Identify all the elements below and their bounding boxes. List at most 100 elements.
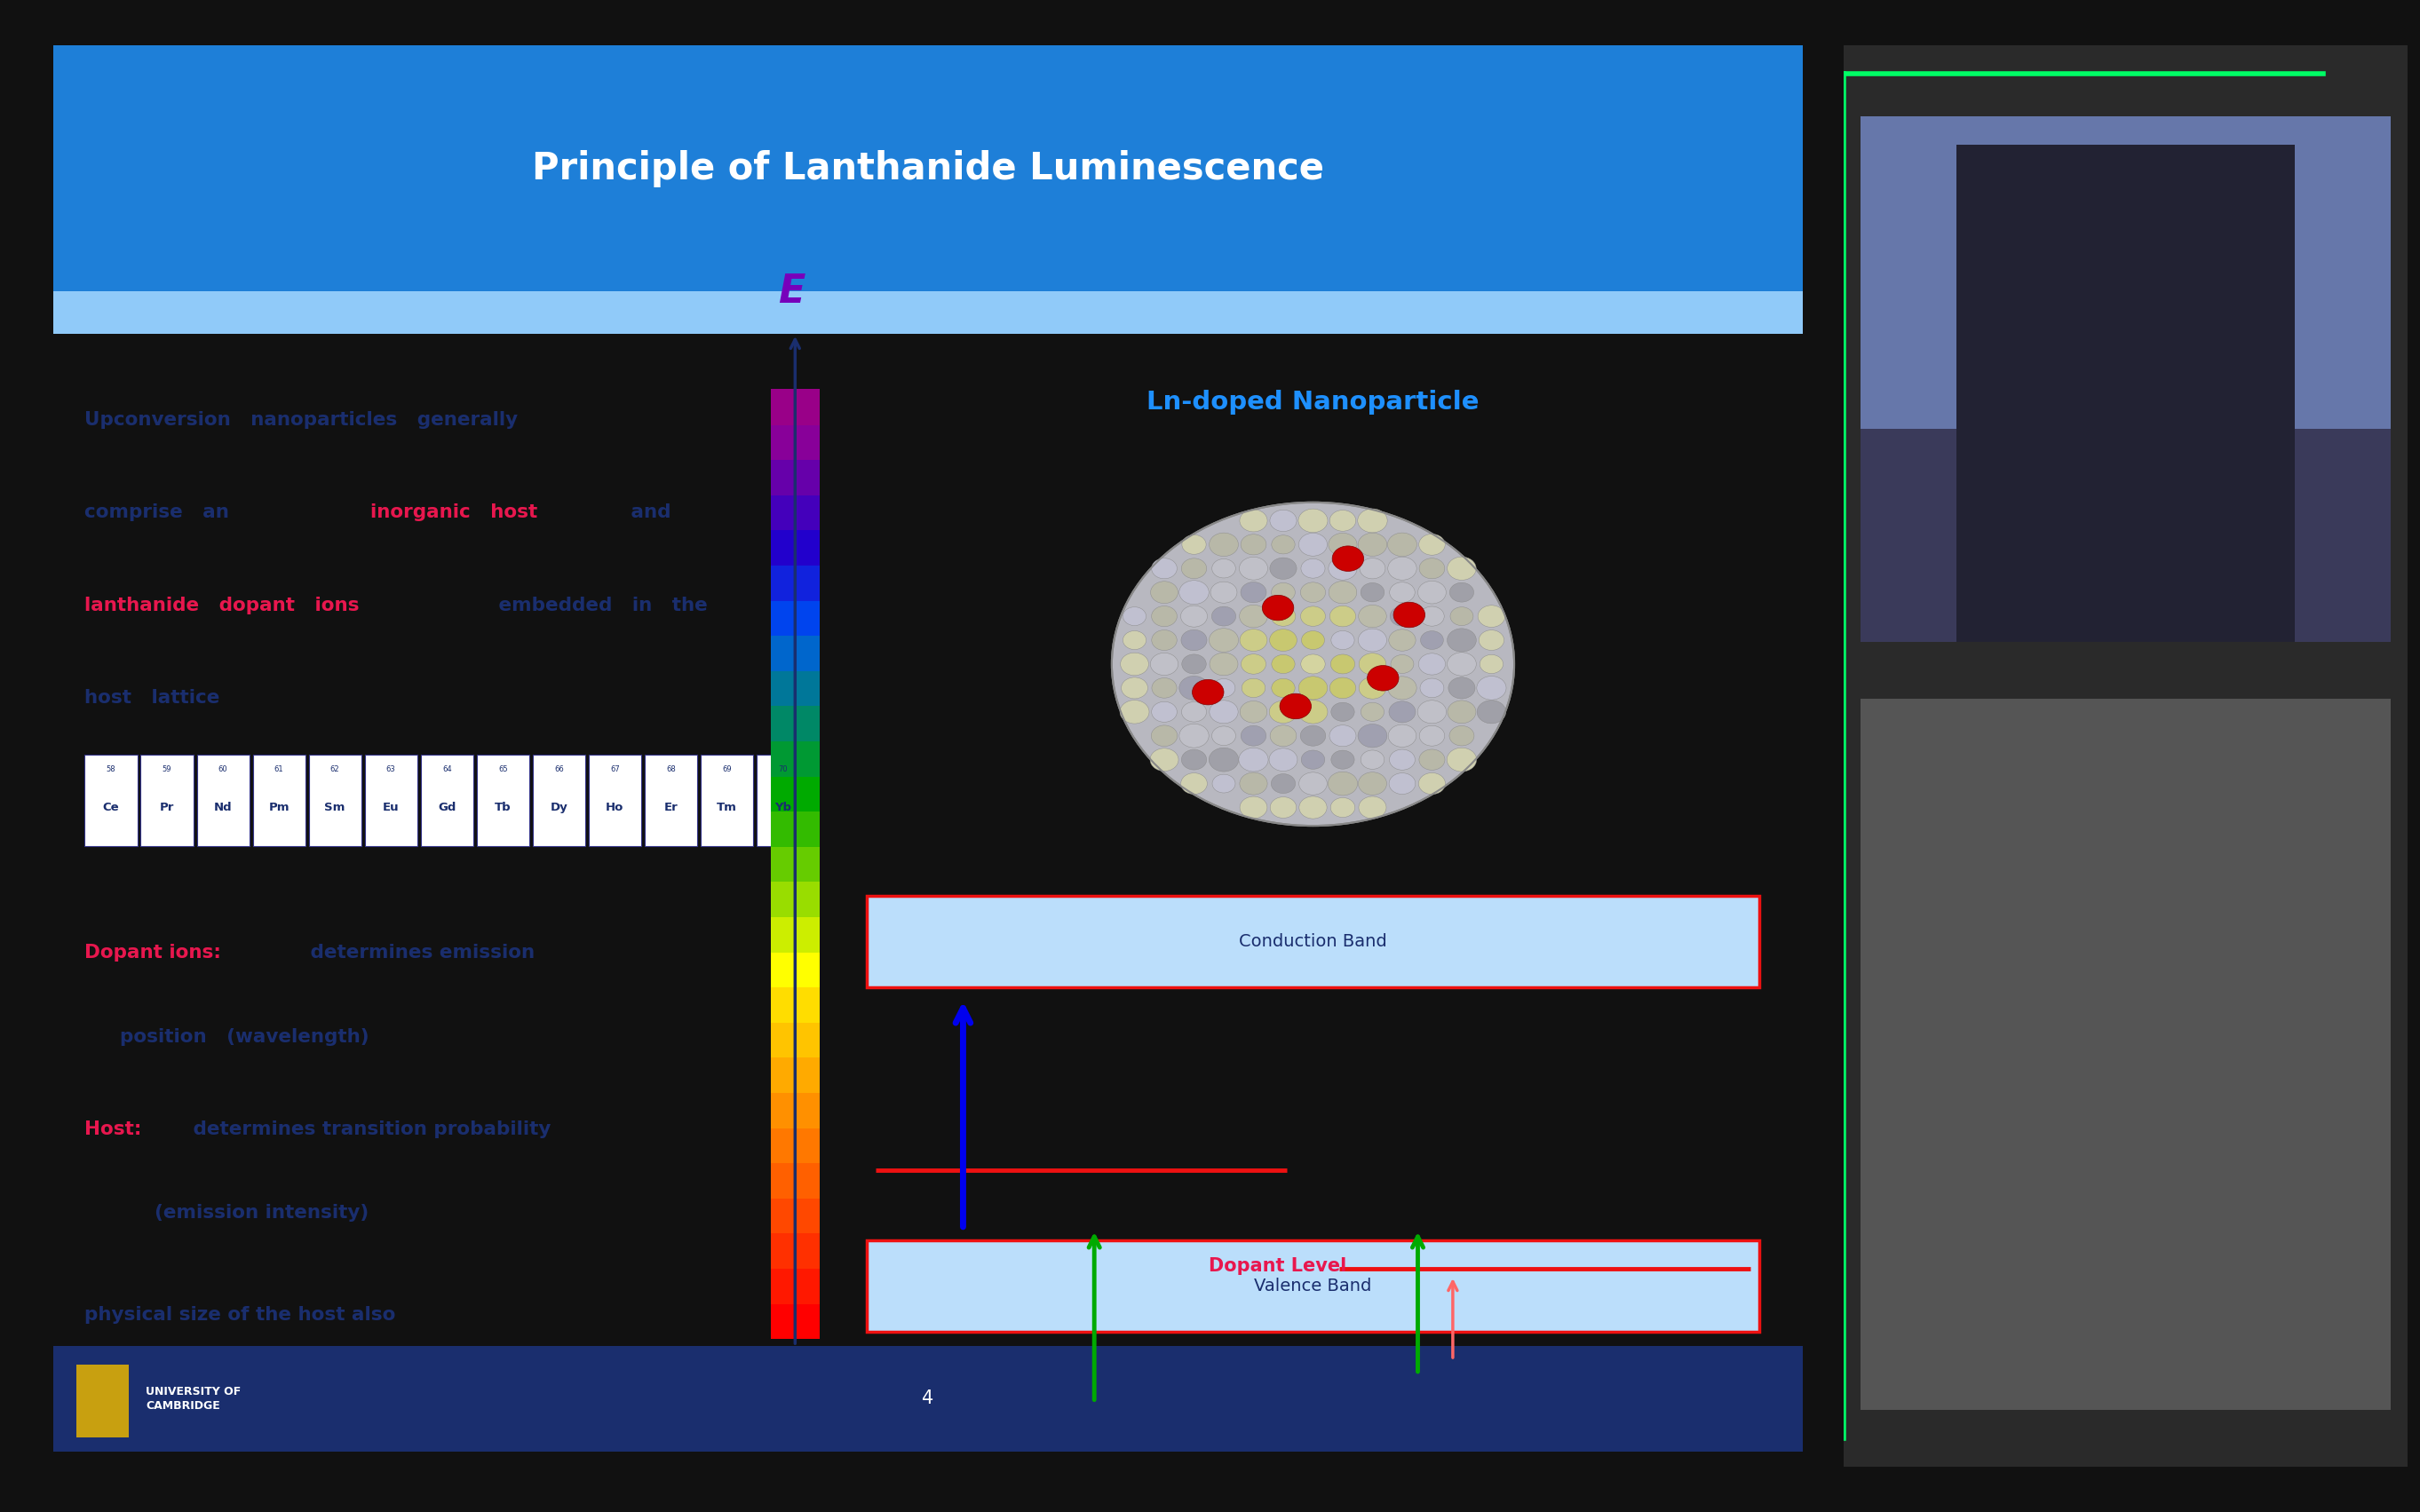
Text: Eu: Eu [382,801,399,813]
Circle shape [1389,750,1416,770]
Bar [770,458,820,496]
Bar [770,705,820,741]
Circle shape [1268,748,1297,771]
Circle shape [1329,510,1355,531]
Text: lanthanide   dopant   ions: lanthanide dopant ions [85,597,361,614]
Circle shape [1270,510,1297,531]
Bar [770,776,820,812]
Bar [1861,699,2391,1409]
Circle shape [1418,653,1445,674]
Circle shape [1418,558,1445,579]
Circle shape [1360,582,1384,602]
Circle shape [1239,510,1268,532]
Bar [532,754,586,845]
Circle shape [1447,677,1476,699]
Circle shape [1479,655,1503,673]
Text: determines transition probability: determines transition probability [186,1120,552,1139]
Bar [770,423,820,460]
Circle shape [1239,605,1268,627]
Text: embedded   in   the: embedded in the [479,597,707,614]
Circle shape [1300,606,1326,626]
Text: Gd: Gd [438,801,455,813]
Text: Pr: Pr [160,801,174,813]
Bar [770,1126,820,1163]
Circle shape [1329,581,1358,603]
Bar [75,1364,128,1438]
Bar [770,1198,820,1234]
Bar [53,1346,1803,1452]
Text: 67: 67 [610,765,620,774]
Bar [770,916,820,953]
Circle shape [1150,748,1179,771]
Circle shape [1331,798,1355,818]
Text: 62: 62 [329,765,339,774]
Circle shape [1181,773,1208,794]
Circle shape [1329,556,1358,581]
Circle shape [1152,726,1176,747]
Circle shape [1450,582,1474,602]
Circle shape [1418,773,1445,794]
Circle shape [1331,655,1355,674]
Bar [770,951,820,987]
Bar [770,389,820,425]
Circle shape [1123,606,1147,626]
Circle shape [1212,559,1237,578]
Bar [770,986,820,1022]
Circle shape [1479,605,1505,627]
Circle shape [1421,631,1442,649]
Text: Dy: Dy [549,801,569,813]
Circle shape [1241,726,1266,745]
Circle shape [1360,558,1384,579]
Circle shape [1270,606,1295,626]
Circle shape [1210,582,1237,603]
Bar [770,670,820,706]
Text: Tb: Tb [494,801,511,813]
Circle shape [1389,773,1416,794]
Bar [866,897,1759,987]
Circle shape [1239,629,1268,652]
Circle shape [1181,655,1205,674]
Circle shape [1389,606,1413,626]
Bar [770,1161,820,1199]
Text: 68: 68 [666,765,675,774]
Circle shape [1387,676,1416,700]
Text: Conduction Band: Conduction Band [1239,933,1387,950]
Circle shape [1418,750,1445,770]
Circle shape [1358,773,1387,795]
Circle shape [1450,726,1474,745]
Circle shape [1329,726,1355,747]
Bar [53,45,1803,292]
Text: Pm: Pm [269,801,290,813]
Circle shape [1394,602,1425,627]
Circle shape [1389,724,1416,747]
Text: determines the applications.: determines the applications. [85,1390,394,1408]
Circle shape [1270,797,1297,818]
Circle shape [1418,726,1445,745]
Circle shape [1418,581,1447,603]
Text: Sm: Sm [324,801,346,813]
Circle shape [1239,748,1268,771]
Circle shape [1300,676,1329,700]
Text: (emission intensity): (emission intensity) [155,1204,368,1222]
Text: physical size of the host also: physical size of the host also [85,1306,397,1325]
Circle shape [1358,605,1387,627]
Circle shape [1241,582,1266,603]
Circle shape [1387,556,1416,581]
Text: 65: 65 [499,765,508,774]
Circle shape [1447,629,1476,652]
Circle shape [1120,653,1149,676]
Text: Tm: Tm [716,801,738,813]
Circle shape [1241,534,1266,555]
Circle shape [1302,559,1326,578]
Text: Ho: Ho [605,801,624,813]
Bar [53,292,1803,334]
Circle shape [1476,676,1505,700]
Bar [421,754,474,845]
Circle shape [1389,702,1416,723]
Circle shape [1300,582,1326,602]
Circle shape [1302,655,1326,674]
Circle shape [1329,534,1358,556]
Circle shape [1181,750,1208,770]
Circle shape [1358,797,1387,818]
Text: inorganic   host: inorganic host [370,503,537,522]
